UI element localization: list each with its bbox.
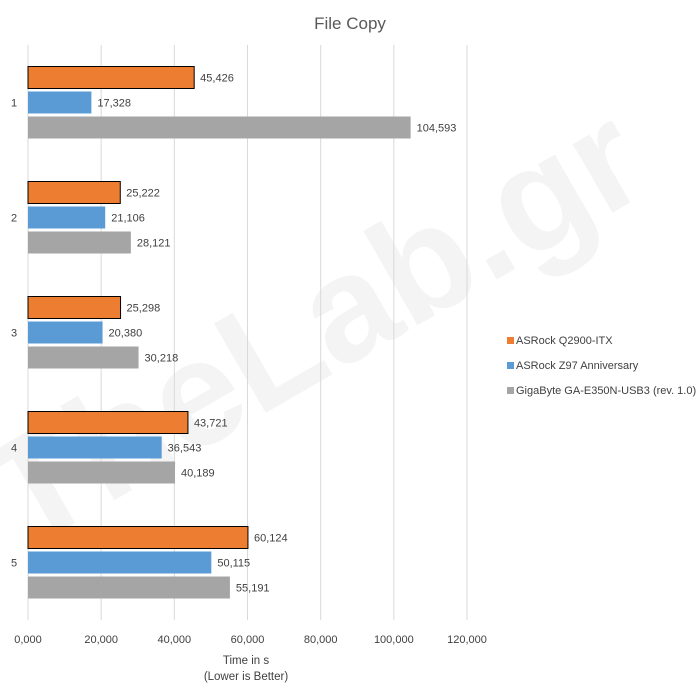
data-label: 17,328 (97, 98, 131, 110)
data-label: 40,189 (181, 468, 215, 480)
legend-label: ASRock Q2900-ITX (516, 335, 613, 347)
legend-swatch (507, 387, 514, 394)
bar (28, 576, 230, 599)
data-label: 36,543 (168, 443, 202, 455)
category-label: 3 (11, 328, 17, 340)
category-label: 1 (11, 98, 17, 110)
bar (28, 551, 212, 574)
x-tick-label: 0,000 (14, 634, 42, 646)
x-tick-label: 100,000 (374, 634, 414, 646)
bar (28, 231, 131, 254)
data-label: 45,426 (200, 73, 234, 85)
bar (27, 296, 122, 319)
x-tick-labels: 0,000 20,000 40,000 60,000 80,000 100,000 120,… (14, 634, 487, 646)
category-labels: 1 2 3 4 5 (11, 98, 17, 570)
legend: ASRock Q2900-ITX ASRock Z97 Anniversary Gi… (507, 335, 696, 397)
bar (27, 411, 189, 434)
x-axis-title: Time in s (223, 655, 269, 667)
data-label: 104,593 (417, 123, 457, 135)
legend-swatch (507, 362, 514, 369)
data-label: 43,721 (194, 418, 228, 430)
bar (28, 321, 103, 344)
x-tick-label: 20,000 (84, 634, 118, 646)
bar (28, 116, 411, 139)
bar (28, 436, 162, 459)
bar (28, 461, 176, 484)
data-label: 25,222 (126, 188, 160, 200)
data-label: 20,380 (109, 328, 143, 340)
bar (28, 206, 106, 229)
category-label: 2 (11, 213, 17, 225)
bar (27, 66, 195, 89)
bar (28, 91, 92, 114)
bars (27, 66, 411, 599)
x-axis-note: (Lower is Better) (204, 671, 289, 683)
x-tick-label: 80,000 (304, 634, 338, 646)
bar (28, 346, 139, 369)
data-label: 30,218 (145, 353, 179, 365)
data-label: 50,115 (217, 558, 250, 570)
chart-title: File Copy (314, 14, 386, 33)
bar (27, 181, 121, 204)
x-tick-label: 120,000 (447, 634, 487, 646)
data-label: 25,298 (127, 303, 161, 315)
data-label: 55,191 (236, 583, 270, 595)
data-label: 21,106 (111, 213, 145, 225)
x-tick-label: 60,000 (231, 634, 265, 646)
data-label: 60,124 (254, 533, 288, 545)
bar (27, 526, 249, 549)
data-labels: 45,426 17,328 104,593 25,222 21,106 28,121 25,… (97, 73, 456, 595)
data-label: 28,121 (137, 238, 171, 250)
legend-swatch (507, 337, 514, 344)
legend-label: ASRock Z97 Anniversary (516, 360, 639, 372)
x-tick-label: 40,000 (158, 634, 192, 646)
category-label: 5 (11, 558, 17, 570)
category-label: 4 (11, 443, 17, 455)
legend-label: GigaByte GA-E350N-USB3 (rev. 1.0) (516, 385, 696, 397)
